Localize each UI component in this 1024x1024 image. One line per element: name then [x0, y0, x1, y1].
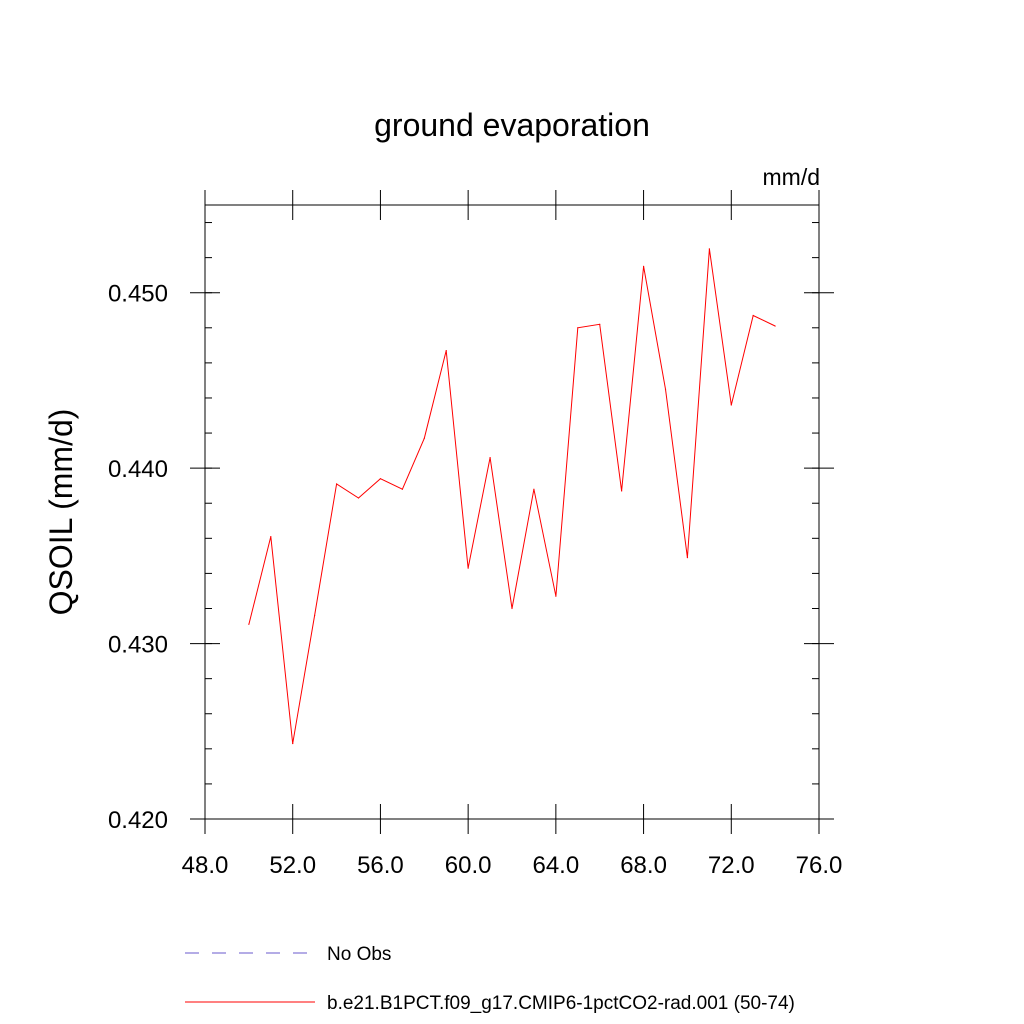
x-tick-label: 76.0 [796, 852, 843, 879]
y-tick-label: 0.450 [108, 281, 168, 308]
x-tick-label: 52.0 [269, 852, 316, 879]
data-point [489, 457, 491, 459]
y-tick-label: 0.440 [108, 456, 168, 483]
data-point [401, 488, 403, 490]
data-point [314, 614, 316, 617]
data-point [423, 437, 425, 439]
units-label: mm/d [763, 164, 821, 190]
data-point [774, 325, 776, 327]
plot-frame [204, 204, 820, 820]
data-point [577, 327, 579, 329]
data-point [248, 623, 250, 625]
legend-label-no-obs: No Obs [327, 944, 391, 965]
legend-label-model-run: b.e21.B1PCT.f09_g17.CMIP6-1pctCO2-rad.00… [327, 993, 795, 1014]
data-point [445, 350, 447, 352]
data-point [357, 497, 360, 499]
axes: 48.0 52.0 56.0 60.0 64.0 68.0 72.0 76.0 0.420 0.4… [108, 190, 842, 879]
data-point [292, 742, 294, 745]
data-point [708, 248, 710, 250]
data-point [511, 607, 513, 610]
data-point [599, 323, 601, 325]
series-group [248, 248, 776, 745]
data-point [335, 483, 338, 485]
data-point [621, 490, 623, 492]
data-point [730, 404, 732, 406]
series-line [248, 248, 776, 744]
y-tick-label: 0.420 [108, 807, 168, 834]
x-tick-label: 68.0 [620, 852, 667, 879]
data-point [555, 595, 557, 597]
x-tick-label: 48.0 [182, 852, 229, 879]
x-tick-label: 56.0 [357, 852, 404, 879]
data-point [270, 535, 272, 538]
x-tick-label: 64.0 [532, 852, 579, 879]
data-point [752, 314, 754, 317]
data-point [664, 388, 667, 390]
x-tick-label: 60.0 [445, 852, 492, 879]
data-point [686, 557, 689, 559]
y-tick-label: 0.430 [108, 632, 168, 659]
chart-title: ground evaporation [374, 107, 650, 143]
data-point [467, 567, 469, 569]
x-tick-label: 72.0 [708, 852, 755, 879]
data-point [379, 478, 382, 480]
data-point [533, 488, 535, 490]
y-axis-label: QSOIL (mm/d) [43, 409, 79, 616]
legend: No Obs b.e21.B1PCT.f09_g17.CMIP6-1pctCO2… [185, 944, 795, 1014]
data-point [642, 265, 645, 267]
